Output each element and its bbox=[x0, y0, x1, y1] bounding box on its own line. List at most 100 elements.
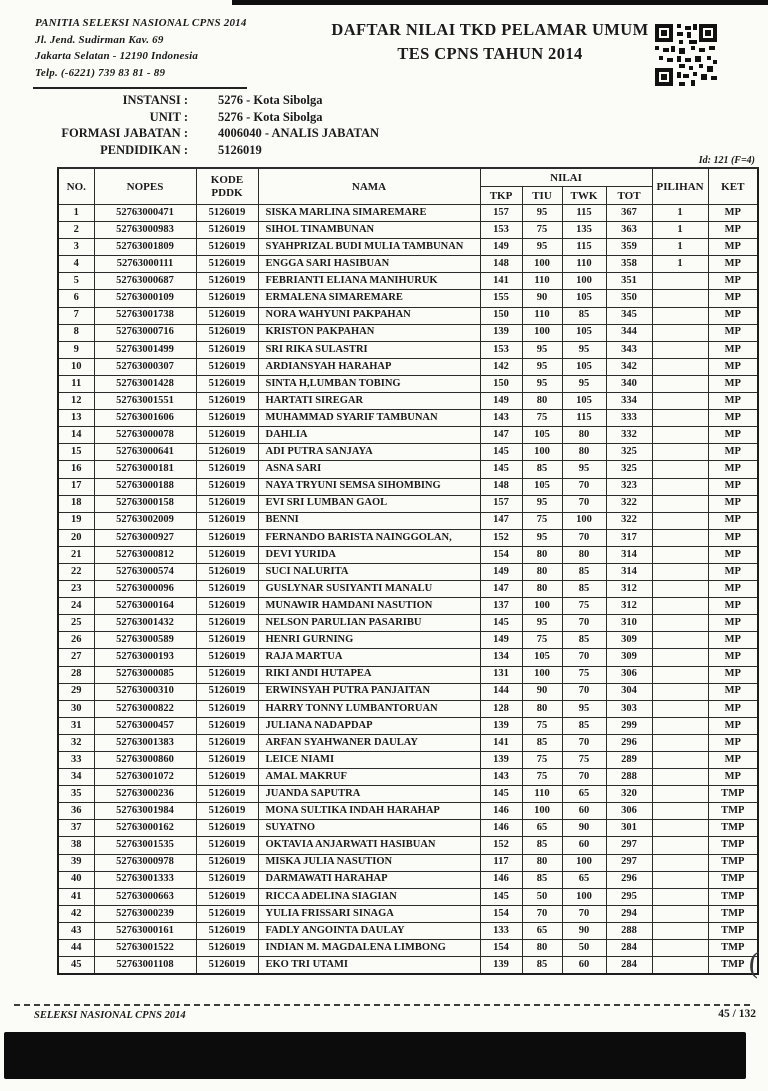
cell-no: 41 bbox=[57, 887, 95, 906]
cell-tiu: 80 bbox=[521, 545, 563, 564]
cell-kode-pddk: 5126019 bbox=[195, 802, 259, 821]
cell-tot: 301 bbox=[605, 819, 653, 838]
qr-code-icon bbox=[655, 24, 717, 86]
cell-nama: NORA WAHYUNI PAKPAHAN bbox=[257, 306, 481, 325]
letterhead-org: PANITIA SELEKSI NASIONAL CPNS 2014 bbox=[35, 17, 247, 29]
cell-no: 43 bbox=[57, 921, 95, 941]
header-tiu: TIU bbox=[521, 186, 563, 205]
cell-tot: 322 bbox=[605, 494, 653, 513]
cell-nopes: 52763001432 bbox=[93, 614, 197, 633]
cell-ket: TMP bbox=[707, 802, 759, 821]
cell-no: 22 bbox=[57, 562, 95, 582]
cell-ket: MP bbox=[707, 460, 759, 479]
cell-nama: LEICE NIAMI bbox=[257, 750, 481, 770]
cell-pilihan bbox=[651, 887, 709, 906]
cell-twk: 65 bbox=[561, 870, 607, 889]
table-row: 15 52763000641 5126019 ADI PUTRA SANJAYA… bbox=[57, 443, 759, 462]
cell-pilihan bbox=[651, 545, 709, 564]
cell-tkp: 149 bbox=[479, 631, 523, 650]
cell-nama: HARTATI SIREGAR bbox=[257, 392, 481, 411]
cell-tkp: 150 bbox=[479, 306, 523, 325]
info-label: INSTANSI : bbox=[122, 93, 188, 107]
cell-twk: 70 bbox=[561, 733, 607, 753]
cell-twk: 105 bbox=[561, 323, 607, 342]
cell-no: 45 bbox=[57, 956, 95, 975]
cell-pilihan bbox=[651, 921, 709, 941]
cell-tiu: 75 bbox=[521, 716, 563, 735]
cell-nopes: 52763000181 bbox=[93, 460, 197, 479]
cell-no: 2 bbox=[57, 221, 95, 240]
cell-no: 40 bbox=[57, 870, 95, 889]
table-row: ✓18 52763000158 5126019 EVI SRI LUMBAN G… bbox=[57, 494, 759, 513]
cell-twk: 90 bbox=[561, 819, 607, 838]
cell-nopes: 52763000457 bbox=[93, 716, 197, 735]
cell-pilihan: 1 bbox=[651, 238, 709, 257]
cell-tiu: 65 bbox=[521, 819, 563, 838]
cell-no: 8 bbox=[57, 323, 95, 342]
cell-nama: EVI SRI LUMBAN GAOL bbox=[257, 494, 481, 513]
cell-tot: 303 bbox=[605, 699, 653, 718]
cell-no: ✓18 bbox=[57, 494, 95, 513]
cell-no: 16 bbox=[57, 460, 95, 479]
cell-twk: 85 bbox=[561, 631, 607, 650]
cell-tot: 314 bbox=[605, 562, 653, 582]
cell-no: 34 bbox=[57, 768, 95, 787]
cell-nama: OKTAVIA ANJARWATI HASIBUAN bbox=[257, 836, 481, 855]
cell-tot: 363 bbox=[605, 221, 653, 240]
cell-twk: 115 bbox=[561, 203, 607, 223]
cell-kode-pddk: 5126019 bbox=[195, 785, 259, 804]
cell-nopes: 52763001522 bbox=[93, 939, 197, 958]
cell-ket: TMP bbox=[707, 956, 759, 975]
cell-twk: 65 bbox=[561, 785, 607, 804]
cell-nama: DARMAWATI HARAHAP bbox=[257, 870, 481, 889]
cell-tiu: 75 bbox=[521, 511, 563, 530]
cell-nopes: 52763000111 bbox=[93, 255, 197, 274]
cell-ket: MP bbox=[707, 648, 759, 667]
cell-nopes: 52763001535 bbox=[93, 836, 197, 855]
cell-tot: 306 bbox=[605, 665, 653, 684]
cell-kode-pddk: 5126019 bbox=[195, 494, 259, 513]
cell-tkp: 133 bbox=[479, 921, 523, 941]
cell-ket: MP bbox=[707, 562, 759, 582]
cell-tot: 342 bbox=[605, 357, 653, 376]
cell-ket: MP bbox=[707, 750, 759, 770]
table-row: 43 52763000161 5126019 FADLY ANGOINTA DA… bbox=[57, 921, 759, 941]
cell-pilihan: 1 bbox=[651, 221, 709, 240]
cell-twk: 70 bbox=[561, 648, 607, 667]
cell-nama: KRISTON PAKPAHAN bbox=[257, 323, 481, 342]
cell-tiu: 75 bbox=[521, 750, 563, 770]
cell-twk: 70 bbox=[561, 768, 607, 787]
cell-kode-pddk: 5126019 bbox=[195, 836, 259, 855]
cell-twk: 95 bbox=[561, 460, 607, 479]
info-label: FORMASI JABATAN : bbox=[61, 126, 188, 140]
info-value: 5276 - Kota Sibolga bbox=[218, 109, 323, 124]
cell-twk: 100 bbox=[561, 853, 607, 872]
table-row: 13 52763001606 5126019 MUHAMMAD SYARIF T… bbox=[57, 409, 759, 428]
cell-kode-pddk: 5126019 bbox=[195, 819, 259, 838]
footer-divider bbox=[14, 1004, 750, 1006]
cell-nopes: 52763000716 bbox=[93, 323, 197, 342]
cell-ket: MP bbox=[707, 631, 759, 650]
cell-tiu: 110 bbox=[521, 785, 563, 804]
cell-no: 14 bbox=[57, 426, 95, 445]
cell-pilihan bbox=[651, 289, 709, 308]
cell-pilihan bbox=[651, 631, 709, 650]
table-row: 12 52763001551 5126019 HARTATI SIREGAR 1… bbox=[57, 392, 759, 411]
cell-twk: 100 bbox=[561, 272, 607, 291]
cell-tiu: 85 bbox=[521, 956, 563, 975]
cell-tiu: 75 bbox=[521, 631, 563, 650]
cell-kode-pddk: 5126019 bbox=[195, 665, 259, 684]
cell-tkp: 153 bbox=[479, 340, 523, 359]
cell-pilihan bbox=[651, 870, 709, 889]
cell-twk: 75 bbox=[561, 665, 607, 684]
cell-tiu: 100 bbox=[521, 597, 563, 616]
cell-pilihan bbox=[651, 785, 709, 804]
cell-kode-pddk: 5126019 bbox=[195, 597, 259, 616]
cell-no: 24 bbox=[57, 597, 95, 616]
cell-nopes: 52763001984 bbox=[93, 802, 197, 821]
cell-tkp: 148 bbox=[479, 477, 523, 496]
cell-nama: HARRY TONNY LUMBANTORUAN bbox=[257, 699, 481, 718]
cell-tot: 343 bbox=[605, 340, 653, 359]
table-row: 36 52763001984 5126019 MONA SULTIKA INDA… bbox=[57, 802, 759, 821]
cell-no: 10 bbox=[57, 357, 95, 376]
